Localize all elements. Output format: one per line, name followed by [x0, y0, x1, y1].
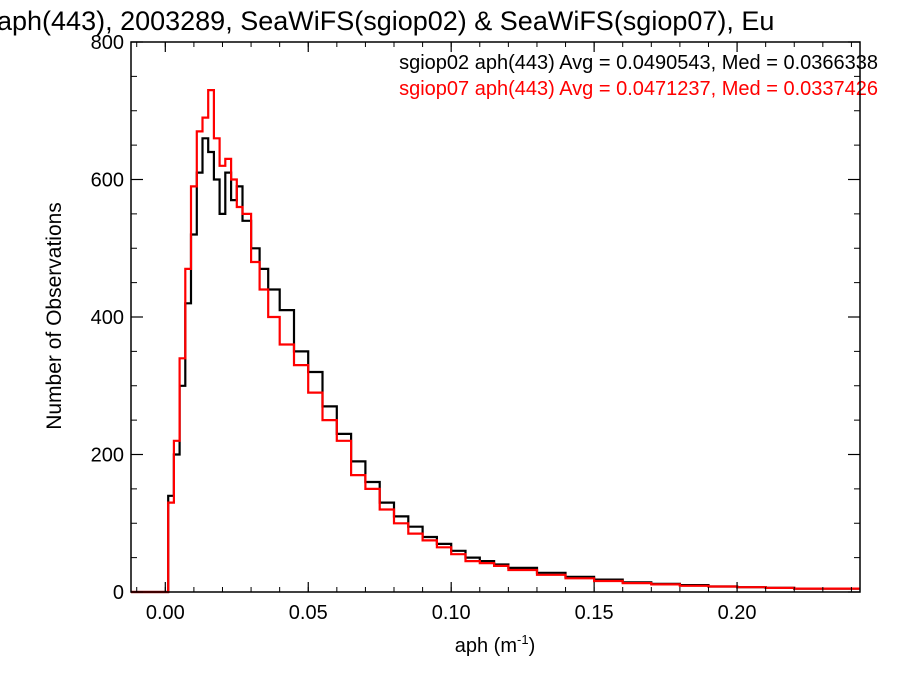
legend-entry-sgiop07: sgiop07 aph(443) Avg = 0.0471237, Med = … — [399, 78, 878, 100]
x-axis-label-text: aph (m — [455, 635, 517, 657]
x-axis-label-close: ) — [529, 635, 536, 657]
x-tick-label: 0.05 — [289, 602, 328, 624]
x-tick-label: 0.10 — [432, 602, 471, 624]
x-tick-label: 0.20 — [718, 602, 757, 624]
chart-title: aph(443), 2003289, SeaWiFS(sgiop02) & Se… — [0, 6, 774, 36]
x-axis-label: aph (m-1) — [455, 632, 535, 657]
y-axis-label: Number of Observations — [43, 202, 66, 430]
y-tick-label: 200 — [91, 445, 124, 467]
y-tick-label: 400 — [91, 307, 124, 329]
legend-entry-sgiop02: sgiop02 aph(443) Avg = 0.0490543, Med = … — [399, 52, 878, 74]
x-tick-label: 0.15 — [575, 602, 614, 624]
series-line-sgiop07 — [131, 89, 860, 594]
x-axis-label-superscript: -1 — [517, 632, 529, 647]
y-tick-label: 0 — [113, 582, 124, 604]
y-tick-label: 600 — [91, 170, 124, 192]
y-tick-label: 800 — [91, 32, 124, 54]
series-layer — [131, 89, 860, 594]
series-line-sgiop02 — [131, 137, 860, 594]
axes-layer: 0.00 0.05 0.10 0.15 0.20 0 200 400 600 800 — [91, 32, 861, 624]
x-tick-label: 0.00 — [146, 602, 185, 624]
